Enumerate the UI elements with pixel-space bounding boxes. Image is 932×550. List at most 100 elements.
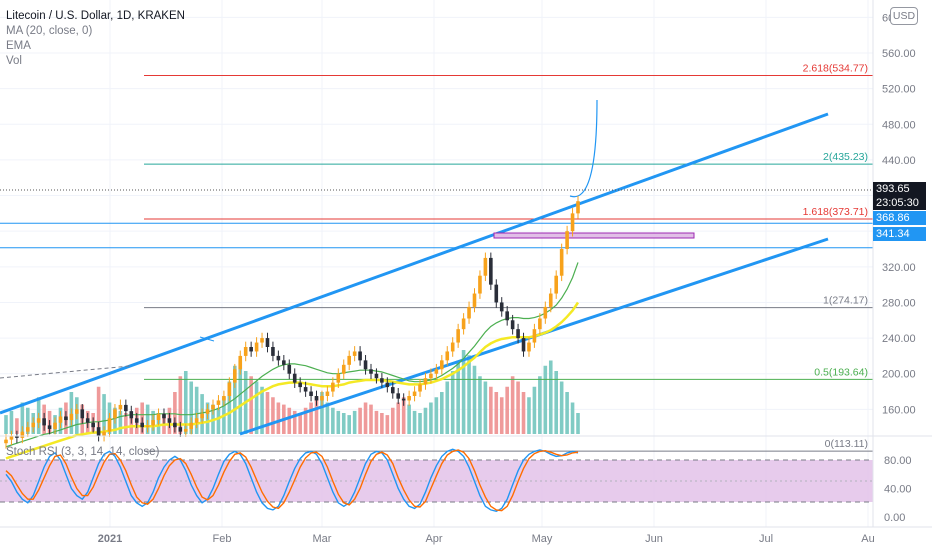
- volume-bar: [249, 376, 253, 434]
- volume-bar: [516, 381, 520, 434]
- volume-bar: [418, 413, 422, 434]
- candle-body: [396, 393, 401, 399]
- projection-curve: [569, 99, 598, 198]
- stoch-rsi-label[interactable]: Stoch RSI (3, 3, 14, 14, close): [6, 446, 160, 458]
- candle-body: [358, 351, 362, 361]
- candle-body: [243, 347, 248, 356]
- volume-bar: [96, 386, 101, 434]
- candle-body: [325, 391, 330, 396]
- volume-bar: [478, 376, 482, 434]
- candle-body: [456, 329, 460, 343]
- candle-body: [233, 369, 237, 383]
- candle-body: [565, 231, 569, 249]
- candle-body: [282, 360, 286, 365]
- candle-body: [238, 355, 243, 370]
- stoch-k-line: [5, 448, 579, 513]
- price-tick-label: 160.00: [882, 404, 916, 416]
- volume-bar: [358, 407, 362, 434]
- volume-bar: [483, 381, 488, 434]
- candle-body: [478, 275, 482, 294]
- candle-body: [527, 342, 531, 352]
- candle-body: [265, 338, 270, 347]
- volume-bar: [173, 392, 177, 434]
- candle-body: [538, 318, 542, 330]
- stoch-rsi-lines: [5, 448, 579, 513]
- candle-body: [80, 409, 85, 419]
- volume-bar: [145, 404, 150, 434]
- candle-body: [42, 418, 46, 426]
- candle-body: [124, 404, 128, 412]
- time-axis[interactable]: 2021 Feb Mar Apr May Jun Jul Au: [98, 533, 875, 545]
- candle-body: [183, 428, 188, 432]
- volume-bar: [456, 360, 460, 434]
- symbol-title[interactable]: Litecoin / U.S. Dollar, 1D, KRAKEN: [6, 10, 185, 22]
- candle-body: [352, 351, 357, 356]
- volume-bar: [554, 371, 559, 434]
- candle-body: [423, 378, 428, 385]
- chart-legend: Litecoin / U.S. Dollar, 1D, KRAKEN MA (2…: [6, 9, 185, 69]
- candle-body: [499, 302, 504, 312]
- candle-body: [271, 347, 275, 356]
- volume-bar: [25, 407, 30, 434]
- volume-bar: [380, 413, 384, 434]
- ma-indicator-label[interactable]: MA (20, close, 0): [6, 25, 93, 37]
- candle-body: [227, 382, 232, 396]
- volume-bar: [238, 360, 243, 434]
- volume-bar: [532, 386, 537, 434]
- candle-body: [134, 418, 139, 423]
- candle-body: [91, 422, 95, 428]
- candle-body: [445, 351, 450, 361]
- ema-indicator-label[interactable]: EMA: [6, 40, 31, 52]
- candle-body: [521, 338, 526, 352]
- vol-indicator-label[interactable]: Vol: [6, 55, 22, 67]
- currency-button[interactable]: USD: [890, 7, 918, 25]
- candle-body: [85, 418, 90, 423]
- volume-bars: [4, 350, 580, 434]
- candle-body: [298, 382, 302, 388]
- candle-body: [374, 373, 379, 379]
- candle-body: [9, 436, 14, 440]
- candle-body: [380, 378, 384, 383]
- volume-bar: [254, 381, 259, 434]
- price-tick-label: 320.00: [882, 262, 916, 274]
- candle-body: [107, 418, 112, 432]
- volume-bar: [570, 402, 575, 434]
- candle-body: [440, 360, 444, 370]
- candle-body: [576, 201, 580, 214]
- volume-bar: [314, 397, 319, 434]
- ma-path: [5, 262, 579, 448]
- candle-body: [145, 425, 150, 428]
- price-tick-label: 440.00: [882, 155, 916, 167]
- volume-bar: [320, 392, 324, 434]
- volume-bar: [374, 410, 379, 434]
- time-tick-label: Au: [861, 533, 874, 545]
- last-price-tag: 393.65: [873, 182, 926, 196]
- candle-body: [113, 409, 117, 419]
- candle-body: [407, 396, 411, 401]
- time-tick-label: Apr: [425, 533, 442, 545]
- price-grid: [0, 0, 873, 527]
- volume-bar: [407, 404, 411, 434]
- candle-body: [156, 413, 161, 421]
- candle-body: [385, 382, 390, 388]
- volume-bar: [336, 410, 341, 434]
- candle-body: [129, 411, 134, 419]
- candle-body: [429, 373, 433, 379]
- candles: [4, 195, 580, 449]
- volume-bar: [233, 365, 237, 434]
- fib-label: 1(274.17): [823, 295, 868, 307]
- candle-body: [173, 422, 177, 428]
- candle-body: [216, 400, 221, 405]
- volume-bar: [548, 360, 553, 434]
- candle-body: [102, 431, 106, 437]
- candle-body: [36, 418, 41, 423]
- volume-bar: [216, 407, 221, 434]
- candle-body: [254, 342, 259, 352]
- candle-body: [570, 213, 575, 232]
- volume-bar: [271, 397, 275, 434]
- volume-bar: [303, 407, 308, 434]
- candle-body: [494, 284, 499, 303]
- volume-bar: [423, 407, 428, 434]
- rsi-tick-label: 40.00: [884, 484, 912, 496]
